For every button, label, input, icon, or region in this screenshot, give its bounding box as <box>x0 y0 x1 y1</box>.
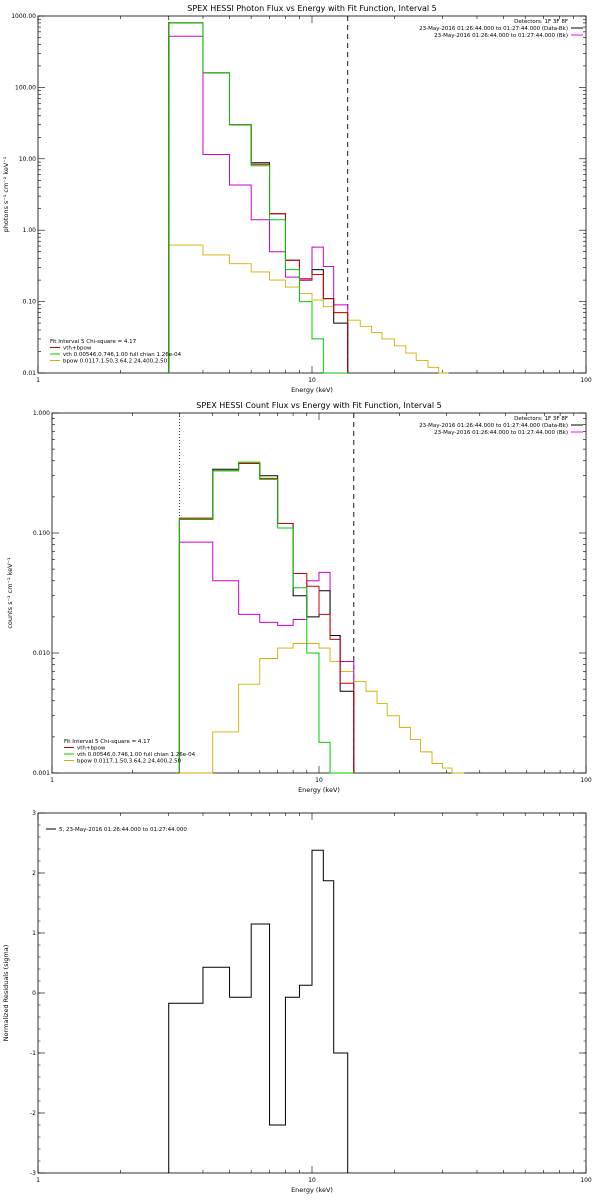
series-background <box>168 35 349 373</box>
y-tick-label: 1000.00 <box>11 13 36 20</box>
series-vth <box>168 22 348 374</box>
x-tick-label: 1 <box>36 377 40 384</box>
chart-title: SPEX HESSI Count Flux vs Energy with Fit… <box>196 401 441 410</box>
y-tick-label: 0 <box>32 990 36 997</box>
legend-entry: bpow 0.0117,1.50,3.64,2.24,400,2.50 <box>63 359 168 365</box>
series-bpow <box>179 643 465 774</box>
x-tick-label: 100 <box>580 1177 592 1184</box>
legend-entry: bpow 0.0117,1.50,3.64,2.24,400,2.50 <box>77 759 182 765</box>
y-axis-label: photons s⁻¹ cm⁻² keV⁻¹ <box>2 156 10 232</box>
y-tick-label: 1 <box>32 930 36 937</box>
info-line: Detectors: 1F 3F 8F <box>514 19 568 25</box>
y-tick-label: -3 <box>30 1170 36 1177</box>
series-vth <box>178 461 354 774</box>
y-tick-label: 0.01 <box>23 370 37 377</box>
chart-resid: 1 10 100 -3 -2 -1 0 1 2 3 Energy (keV) Normalized R… <box>2 810 592 1194</box>
x-tick-label: 100 <box>580 777 592 784</box>
legend-entry: Fit Interval 5 Chi-square = 4.17 <box>50 339 137 345</box>
x-tick-label: 1 <box>50 777 54 784</box>
series-vth-plus-bpow <box>168 22 349 373</box>
series-bpow <box>168 244 449 374</box>
chart-title: SPEX HESSI Photon Flux vs Energy with Fi… <box>187 4 437 13</box>
legend-entry: 5, 23-May-2016 01:26:44.000 to 01:27:44.… <box>59 827 187 833</box>
y-tick-label: 10.00 <box>19 156 36 163</box>
y-tick-label: 2 <box>32 870 36 877</box>
x-tick-label: 10 <box>308 1177 316 1184</box>
x-tick-label: 100 <box>580 377 592 384</box>
legend-entry: vth+bpow <box>77 746 106 752</box>
x-tick-label: 10 <box>315 777 323 784</box>
chart-count: SPEX HESSI Count Flux vs Energy with Fit… <box>6 401 592 794</box>
series-vth-plus-bpow <box>178 462 355 773</box>
info-line: 23-May-2016 01:26:44.000 to 01:27:44.000… <box>419 423 568 429</box>
y-tick-label: 0.010 <box>33 650 50 657</box>
legend-entry: vth+bpow <box>63 346 92 352</box>
y-tick-label: 1.000 <box>33 410 50 417</box>
y-tick-label: 100.00 <box>15 84 36 91</box>
chart-photon: SPEX HESSI Photon Flux vs Energy with Fi… <box>2 4 592 394</box>
y-tick-label: -2 <box>30 1110 36 1117</box>
series-data <box>168 22 349 373</box>
y-tick-label: 0.100 <box>33 530 50 537</box>
x-tick-label: 10 <box>308 377 316 384</box>
legend-entry: Fit Interval 5 Chi-square = 4.17 <box>64 739 151 745</box>
y-tick-label: 1.00 <box>23 227 37 234</box>
y-tick-label: 0.001 <box>33 770 50 777</box>
x-axis-label: Energy (keV) <box>291 386 333 394</box>
info-line: 23-May-2016 01:26:44.000 to 01:27:44.000… <box>434 33 568 39</box>
info-line: Detectors: 1F 3F 8F <box>514 416 568 422</box>
x-axis-label: Energy (keV) <box>291 1186 333 1194</box>
y-axis-label: counts s⁻¹ cm⁻² keV⁻¹ <box>6 557 14 629</box>
y-tick-label: 0.10 <box>23 299 37 306</box>
y-tick-label: 3 <box>32 810 36 817</box>
y-tick-label: -1 <box>30 1050 36 1057</box>
legend-entry: vth 0.00546,0.746,1.00 full chian 1.26e-… <box>63 352 182 358</box>
series-data <box>178 462 355 773</box>
legend-entry: vth 0.00546,0.746,1.00 full chian 1.26e-… <box>77 752 196 758</box>
y-axis-label: Normalized Residuals (sigma) <box>2 945 10 1042</box>
x-tick-label: 1 <box>36 1177 40 1184</box>
series-residuals <box>168 849 349 1173</box>
info-line: 23-May-2016 01:26:44.000 to 01:27:44.000… <box>434 430 568 436</box>
info-line: 23-May-2016 01:26:44.000 to 01:27:44.000… <box>419 26 568 32</box>
x-axis-label: Energy (keV) <box>298 786 340 794</box>
series-background <box>178 541 355 773</box>
